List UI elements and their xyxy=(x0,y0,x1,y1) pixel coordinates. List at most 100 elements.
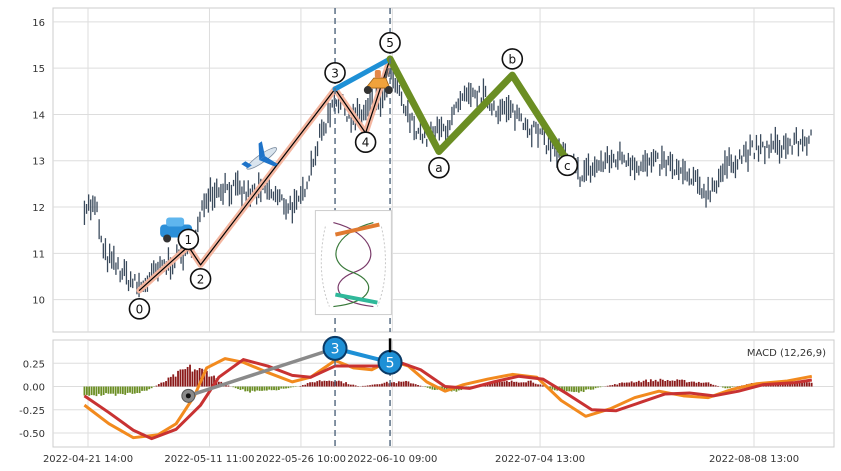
wave-labels: 0 1 2 3 4 5 a b c xyxy=(128,31,579,320)
macd-histogram-bar xyxy=(688,381,691,387)
wave-label-circle xyxy=(354,131,377,154)
macd-histogram-bar xyxy=(150,386,153,389)
macd-histogram-bar xyxy=(429,386,431,389)
macd-histogram-bar xyxy=(664,381,667,387)
macd-histogram-bar xyxy=(426,386,429,388)
macd-histogram-bar xyxy=(364,385,367,387)
macd-histogram-bar xyxy=(107,386,110,394)
macd-y-tick-label: -0.50 xyxy=(19,429,45,440)
macd-histogram-bar xyxy=(654,379,657,387)
macd-histogram-bar xyxy=(143,386,146,391)
macd-badge-label: 3 xyxy=(331,341,340,357)
macd-histogram-bar xyxy=(273,386,275,391)
scooter-wheel xyxy=(363,86,372,95)
macd-histogram-bar xyxy=(301,385,304,387)
macd-histogram-bar xyxy=(717,385,719,387)
x-axis: 2022-04-21 14:00 2022-05-11 11:00 2022-05-… xyxy=(43,454,799,465)
macd-histogram-bar xyxy=(589,386,592,390)
macd-histogram-bar xyxy=(498,381,501,387)
macd-histogram-bar xyxy=(613,384,616,387)
macd-histogram-bar xyxy=(93,386,95,396)
macd-histogram-bar xyxy=(191,371,194,387)
x-tick-label: 2022-08-08 13:00 xyxy=(709,454,799,465)
macd-histogram-bar xyxy=(402,381,405,387)
macd-histogram-bar xyxy=(285,386,287,389)
macd-histogram-bar xyxy=(321,381,323,387)
macd-histogram-bar xyxy=(313,382,316,387)
macd-histogram-bar xyxy=(491,382,494,387)
macd-histogram-bar xyxy=(268,386,271,390)
macd-histogram-bar xyxy=(496,381,499,387)
macd-histogram-bar xyxy=(659,378,662,387)
wave-label-circle xyxy=(501,48,524,70)
macd-histogram-bar xyxy=(637,380,640,387)
macd-histogram-bar xyxy=(525,382,527,387)
macd-histogram-bar xyxy=(340,381,343,387)
macd-histogram-bar xyxy=(381,383,383,387)
macd-histogram-bar xyxy=(85,386,88,395)
macd-panel: -0.50-0.250.000.25 35 MACD (12,26,9) xyxy=(19,335,835,448)
macd-histogram-bar xyxy=(205,370,208,387)
macd-histogram-bar xyxy=(503,381,506,387)
wave-label: a xyxy=(435,161,442,175)
macd-histogram-bar xyxy=(311,382,314,387)
macd-histogram-bar xyxy=(277,386,280,390)
macd-histogram-bar xyxy=(606,385,609,387)
macd-histogram-bar xyxy=(390,382,393,387)
macd-histogram-bar xyxy=(501,381,503,387)
macd-histogram-bar xyxy=(208,376,211,387)
macd-histogram-bar xyxy=(136,386,139,393)
helix-outline xyxy=(376,226,386,307)
macd-histogram-bar xyxy=(565,386,568,392)
price-y-tick-label: 15 xyxy=(32,64,45,75)
macd-histogram-bar xyxy=(397,381,400,387)
macd-histogram-bar xyxy=(347,384,350,387)
macd-dot-center xyxy=(185,393,191,399)
macd-histogram-bar xyxy=(361,385,364,387)
macd-histogram-bar xyxy=(721,386,724,388)
macd-histogram-bar xyxy=(726,386,729,389)
macd-histogram-bar xyxy=(486,383,489,387)
macd-histogram-bar xyxy=(186,366,189,387)
macd-histogram-bar xyxy=(611,384,614,387)
macd-histogram-bar xyxy=(316,381,319,387)
macd-histogram-bar xyxy=(522,382,525,387)
scooter-rider xyxy=(374,70,381,79)
macd-histogram-bar xyxy=(95,386,98,397)
wave-line xyxy=(138,58,391,291)
macd-histogram-bar xyxy=(510,380,513,387)
plane-wing xyxy=(259,156,278,167)
macd-histogram-bar xyxy=(582,386,585,392)
x-tick-label: 2022-07-04 13:00 xyxy=(495,454,585,465)
car-cabin xyxy=(166,217,185,227)
macd-histogram-bar xyxy=(805,382,808,387)
macd-histogram-bar xyxy=(100,386,103,396)
macd-histogram-bar xyxy=(553,386,556,391)
macd-histogram-bar xyxy=(138,386,141,394)
macd-histogram-bar xyxy=(251,386,254,391)
macd-histogram-bar xyxy=(258,386,261,391)
macd-histogram-bar xyxy=(335,381,338,387)
macd-histogram-bar xyxy=(309,382,311,387)
macd-histogram-bar xyxy=(385,381,388,387)
macd-histogram-bar xyxy=(618,383,621,387)
scooter-handle xyxy=(384,67,389,79)
x-tick-label: 2022-05-26 10:00 xyxy=(256,454,346,465)
macd-histogram-bar xyxy=(121,386,124,395)
macd-histogram-bar xyxy=(371,384,374,387)
macd-histogram-bar xyxy=(299,385,302,387)
macd-histogram-bar xyxy=(570,386,573,392)
macd-histogram-bar xyxy=(318,380,321,387)
macd-histogram-bar xyxy=(126,386,129,393)
macd-histogram-bar xyxy=(594,386,597,389)
macd-histogram-bar xyxy=(141,386,143,391)
macd-histogram-bar xyxy=(155,385,158,387)
macd-histogram-bar xyxy=(148,386,151,390)
macd-histogram-bar xyxy=(693,381,695,387)
macd-histogram-bar xyxy=(669,380,671,387)
macd-histogram-bar xyxy=(649,379,652,387)
macd-histogram-bar xyxy=(633,382,635,387)
macd-histogram-bar xyxy=(592,386,595,390)
macd-histogram-bar xyxy=(661,379,664,387)
macd-histogram-bar xyxy=(133,386,136,394)
